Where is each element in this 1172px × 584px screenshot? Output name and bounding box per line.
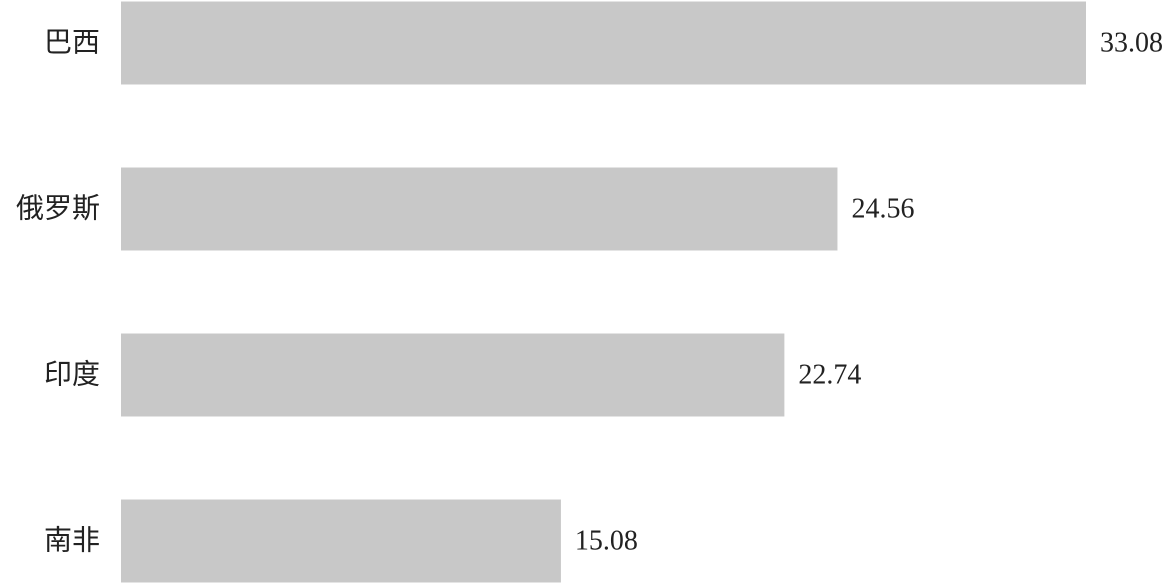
category-label: 巴西 [44, 27, 100, 58]
category-label: 俄罗斯 [16, 192, 100, 224]
value-label: 24.56 [851, 193, 914, 224]
bar [121, 1, 1086, 85]
bar [121, 167, 838, 251]
bar [121, 499, 561, 583]
category-label: 印度 [44, 358, 100, 390]
value-label: 33.08 [1100, 27, 1163, 58]
value-label: 15.08 [575, 525, 638, 556]
category-label: 南非 [44, 524, 100, 556]
value-label: 22.74 [798, 359, 861, 390]
bar [121, 333, 785, 417]
